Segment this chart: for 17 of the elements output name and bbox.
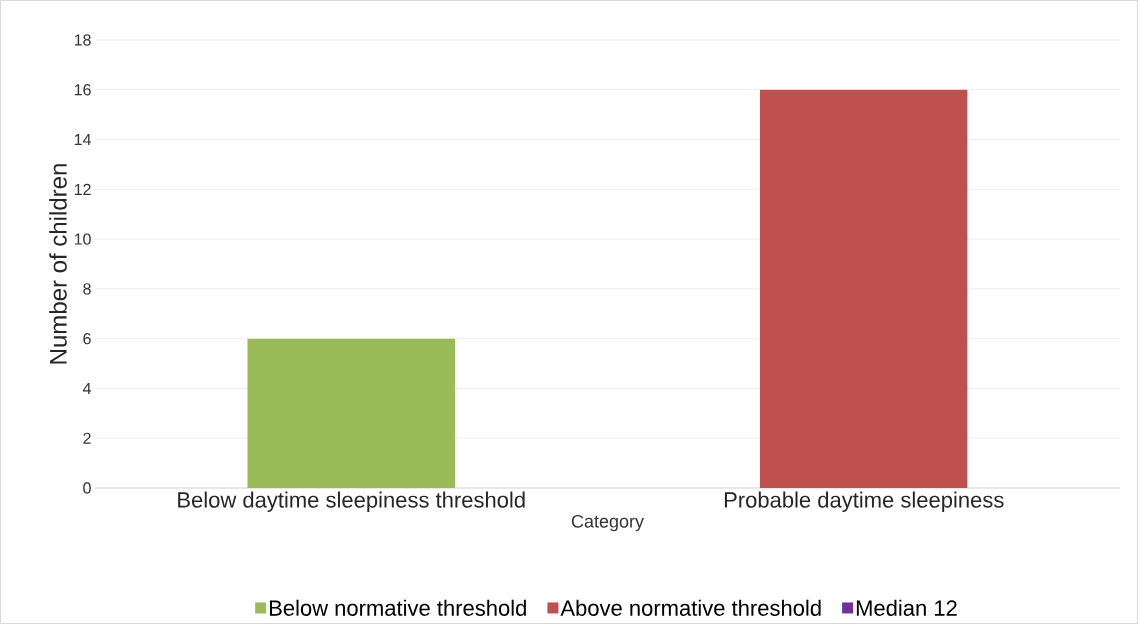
x-axis-title: Category — [571, 514, 644, 532]
y-tick-label: 12 — [74, 183, 91, 195]
legend-label: Above normative threshold — [560, 599, 821, 616]
y-tick-label: 0 — [83, 482, 91, 494]
y-axis-title: Number of children — [49, 164, 67, 364]
y-tick-label: 14 — [74, 134, 91, 146]
y-tick-label: 10 — [74, 233, 91, 245]
y-tick-label: 18 — [74, 34, 91, 46]
legend-label: Below normative threshold — [269, 599, 526, 616]
legend-label: Median 12 — [856, 599, 957, 616]
x-tick-label: Below daytime sleepiness threshold — [178, 491, 525, 513]
y-tick-label: 8 — [83, 283, 91, 295]
y-tick-label: 6 — [83, 333, 91, 345]
x-tick-label: Probable daytime sleepiness — [724, 491, 1004, 513]
y-tick-label: 2 — [83, 432, 91, 444]
y-tick-label: 16 — [74, 84, 91, 96]
y-tick-label: 4 — [82, 382, 91, 394]
